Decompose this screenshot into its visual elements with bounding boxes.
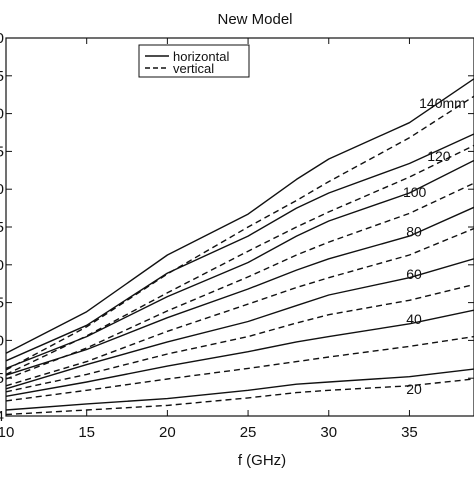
series-line-120-vertical [5,144,474,376]
x-tick-label: 35 [401,424,418,441]
x-tick-label: 25 [240,424,257,441]
y-tick-label: 30 [0,181,4,198]
x-tick-label: 20 [159,424,176,441]
series-line-60-horizontal [5,258,474,390]
series-lines [5,78,474,416]
series-line-20-horizontal [5,368,474,411]
x-tick-label: 15 [78,424,95,441]
y-tick-label: 20 [0,257,4,274]
x-axis-label: f (GHz) [238,452,286,469]
curve-label: 60 [406,266,422,282]
series-line-80-horizontal [5,206,474,376]
chart-title: New Model [217,11,292,28]
axes: 10152025303545101520253035404550 [0,30,474,441]
y-tick-label: 5 [0,370,4,387]
series-line-100-vertical [5,182,474,380]
series-line-20-vertical [5,378,474,416]
y-tick-label: 15 [0,295,4,312]
curve-label: 100 [403,184,427,200]
legend-label-horizontal: horizontal [173,49,229,64]
x-tick-label: 30 [320,424,337,441]
series-line-40-vertical [5,335,474,402]
y-tick-label: 10 [0,332,4,349]
legend-box [138,44,250,78]
legend-label-vertical: vertical [173,61,214,76]
curve-label: 40 [406,311,422,327]
curve-label: 80 [406,224,422,240]
curve-label: 140mm [419,95,466,111]
y-tick-label: 4 [0,408,4,425]
series-line-80-vertical [5,227,474,387]
series-line-40-horizontal [5,309,474,397]
plot-frame [5,37,474,417]
y-tick-label: 25 [0,219,4,236]
curve-label: 120 [427,148,451,164]
y-tick-label: 35 [0,143,4,160]
y-tick-label: 40 [0,106,4,123]
series-line-140mm-vertical [5,95,474,371]
curve-label: 20 [406,381,422,397]
series-line-120-horizontal [5,133,474,362]
x-tick-label: 10 [0,424,14,441]
series-line-140mm-horizontal [5,78,474,354]
y-tick-label: 50 [0,30,4,47]
curve-labels: 140mm 120 100 80 60 40 20 [403,95,466,397]
y-tick-label: 45 [0,68,4,85]
series-line-100-horizontal [5,159,474,370]
series-line-60-vertical [5,283,474,393]
